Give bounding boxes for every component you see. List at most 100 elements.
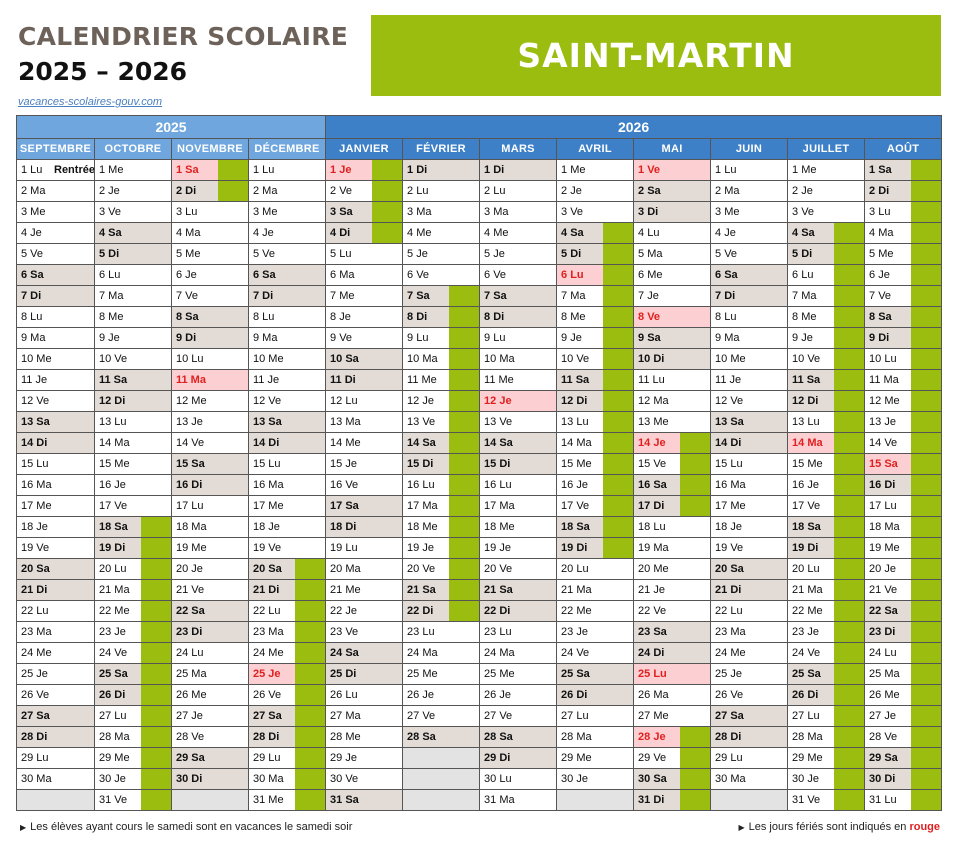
- day-cell: 30 Ma: [710, 768, 789, 790]
- day-cell: 25 Me: [479, 663, 558, 685]
- day-cell: 5 Ve: [247, 243, 327, 265]
- day-cell: 28 Ve: [864, 726, 943, 748]
- day-label: 4 Di: [330, 227, 351, 239]
- day-cell: 18 Lu: [633, 516, 712, 538]
- day-label: 7 Ma: [99, 290, 124, 302]
- source-link[interactable]: vacances-scolaires-gouv.com: [18, 96, 163, 108]
- day-label: 15 Lu: [715, 458, 743, 470]
- vacation-bar: [449, 433, 479, 453]
- day-cell: 26 Me: [171, 684, 249, 706]
- day-cell: 4 Ma: [171, 222, 249, 244]
- day-label: 15 Sa: [176, 458, 205, 470]
- day-cell: 13 Je: [864, 411, 943, 433]
- day-cell: 11 Je: [16, 369, 95, 391]
- day-label: 8 Lu: [253, 311, 275, 323]
- day-label: 22 Di: [407, 605, 434, 617]
- rentree-label: Rentrée: [54, 164, 95, 176]
- day-label: 22 Lu: [253, 605, 281, 617]
- vacation-bar: [680, 790, 710, 810]
- day-cell: 20 Me: [633, 558, 712, 580]
- day-cell: 13 Sa: [16, 411, 95, 433]
- day-cell: 4 Di: [325, 222, 404, 244]
- day-label: 10 Me: [715, 353, 746, 365]
- day-cell: 23 Lu: [479, 621, 558, 643]
- day-label: 19 Ve: [21, 542, 50, 554]
- day-cell: 12 Lu: [325, 390, 404, 412]
- vacation-bar: [141, 622, 171, 642]
- day-label: 6 Ve: [484, 269, 507, 281]
- day-label: 7 Di: [715, 290, 736, 302]
- day-label: 18 Sa: [99, 521, 128, 533]
- day-label: 9 Di: [176, 332, 197, 344]
- vacation-bar: [911, 181, 941, 201]
- vacation-bar: [141, 685, 171, 705]
- vacation-bar: [911, 412, 941, 432]
- day-label: 14 Sa: [484, 437, 513, 449]
- day-cell: 17 Sa: [325, 495, 404, 517]
- vacation-bar: [680, 496, 710, 516]
- day-cell: 23 Ve: [325, 621, 404, 643]
- day-cell: 11 Lu: [633, 369, 712, 391]
- day-label: 27 Lu: [561, 710, 589, 722]
- day-label: 20 Ve: [484, 563, 513, 575]
- day-row: 9 Ma 9 Je 9 Di 9 Ma 9 Ve 9 Lu 9 Lu 9 Je 9 Sa 9 Ma…: [16, 327, 943, 349]
- vacation-bar: [911, 769, 941, 789]
- day-cell: 19 Je: [479, 537, 558, 559]
- day-label: 29 Me: [561, 752, 592, 764]
- day-cell: 16 Di: [864, 474, 943, 496]
- day-cell: 18 Je: [16, 516, 95, 538]
- vacation-bar: [834, 223, 864, 243]
- day-cell: 24 Di: [633, 642, 712, 664]
- day-label: 2 Lu: [407, 185, 429, 197]
- day-cell: 5 Ma: [633, 243, 712, 265]
- day-cell: 20 Je: [171, 558, 249, 580]
- vacation-bar: [603, 517, 633, 537]
- day-label: 23 Lu: [484, 626, 512, 638]
- day-label: 15 Me: [792, 458, 823, 470]
- day-label: 24 Di: [638, 647, 665, 659]
- day-cell: 26 Ve: [710, 684, 789, 706]
- day-label: 4 Je: [253, 227, 274, 239]
- day-cell: 2 Di: [864, 180, 943, 202]
- day-label: 28 Je: [638, 731, 666, 743]
- day-cell: 7 Sa: [479, 285, 558, 307]
- day-label: 27 Ve: [484, 710, 513, 722]
- day-label: 3 Ve: [99, 206, 122, 218]
- day-cell: 30 Ma: [247, 768, 327, 790]
- day-label: 3 Ve: [561, 206, 584, 218]
- day-label: 6 Lu: [561, 269, 584, 281]
- day-cell: 11 Ma: [171, 369, 249, 391]
- day-cell: 16 Je: [787, 474, 866, 496]
- day-label: 10 Ma: [484, 353, 515, 365]
- day-label: 5 Lu: [330, 248, 352, 260]
- day-cell: 3 Ma: [479, 201, 558, 223]
- day-label: 13 Je: [176, 416, 203, 428]
- day-label: 3 Ma: [484, 206, 509, 218]
- vacation-bar: [449, 328, 479, 348]
- day-label: 25 Ma: [869, 668, 900, 680]
- day-label: 16 Sa: [638, 479, 667, 491]
- day-cell: 8 Me: [787, 306, 866, 328]
- day-cell: 4 Me: [402, 222, 481, 244]
- day-label: 5 Di: [99, 248, 120, 260]
- day-label: 4 Sa: [99, 227, 122, 239]
- day-row: 29 Lu 29 Me 29 Sa 29 Lu 29 Je 29 Di 29 Me 29 Ve…: [16, 747, 943, 769]
- day-label: 14 Ve: [176, 437, 205, 449]
- day-label: 13 Ve: [484, 416, 513, 428]
- day-cell: 9 Je: [94, 327, 172, 349]
- day-label: 10 Lu: [176, 353, 204, 365]
- day-cell: 30 Sa: [633, 768, 712, 790]
- day-label: 28 Ve: [176, 731, 205, 743]
- day-label: 26 Di: [792, 689, 819, 701]
- day-cell: 10 Ve: [787, 348, 866, 370]
- day-cell: 29 Sa: [171, 747, 249, 769]
- day-label: 11 Me: [407, 374, 437, 386]
- vacation-bar: [834, 265, 864, 285]
- year-2025-header: 2025: [15, 115, 327, 139]
- day-label: 26 Je: [407, 689, 434, 701]
- day-label: 16 Lu: [407, 479, 435, 491]
- day-cell: 8 Ve: [633, 306, 712, 328]
- day-cell: 7 Di: [710, 285, 789, 307]
- day-label: 7 Me: [330, 290, 355, 302]
- vacation-bar: [141, 706, 171, 726]
